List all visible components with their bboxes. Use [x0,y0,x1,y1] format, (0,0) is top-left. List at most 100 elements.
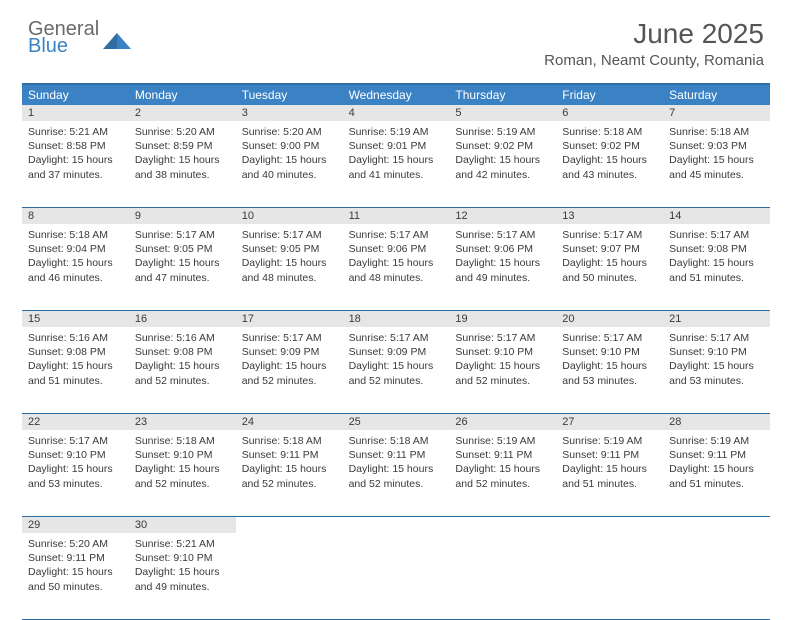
day-info: Sunrise: 5:16 AMSunset: 9:08 PMDaylight:… [135,331,230,388]
day-info: Sunrise: 5:17 AMSunset: 9:10 PMDaylight:… [455,331,550,388]
day-number [343,517,450,533]
day-number: 11 [343,208,450,224]
day-cell: Sunrise: 5:17 AMSunset: 9:06 PMDaylight:… [449,224,556,310]
day-info: Sunrise: 5:17 AMSunset: 9:10 PMDaylight:… [28,434,123,491]
day-info: Sunrise: 5:20 AMSunset: 9:11 PMDaylight:… [28,537,123,594]
day-info: Sunrise: 5:17 AMSunset: 9:08 PMDaylight:… [669,228,764,285]
day-cell: Sunrise: 5:16 AMSunset: 9:08 PMDaylight:… [129,327,236,413]
day-cell: Sunrise: 5:17 AMSunset: 9:09 PMDaylight:… [236,327,343,413]
day-cell: Sunrise: 5:17 AMSunset: 9:05 PMDaylight:… [236,224,343,310]
day-cell: Sunrise: 5:19 AMSunset: 9:11 PMDaylight:… [663,430,770,516]
day-cell: Sunrise: 5:17 AMSunset: 9:07 PMDaylight:… [556,224,663,310]
day-info: Sunrise: 5:19 AMSunset: 9:11 PMDaylight:… [455,434,550,491]
day-cell: Sunrise: 5:17 AMSunset: 9:10 PMDaylight:… [663,327,770,413]
week-row: Sunrise: 5:20 AMSunset: 9:11 PMDaylight:… [22,533,770,620]
day-number: 4 [343,105,450,121]
day-number: 3 [236,105,343,121]
day-number: 8 [22,208,129,224]
day-cell: Sunrise: 5:18 AMSunset: 9:04 PMDaylight:… [22,224,129,310]
day-number-row: 15161718192021 [22,311,770,327]
day-number: 24 [236,414,343,430]
day-header-saturday: Saturday [663,85,770,105]
day-info: Sunrise: 5:19 AMSunset: 9:02 PMDaylight:… [455,125,550,182]
day-cell [663,533,770,619]
calendar: SundayMondayTuesdayWednesdayThursdayFrid… [22,83,770,620]
day-header-friday: Friday [556,85,663,105]
day-cell: Sunrise: 5:19 AMSunset: 9:01 PMDaylight:… [343,121,450,207]
week-row: Sunrise: 5:16 AMSunset: 9:08 PMDaylight:… [22,327,770,414]
day-info: Sunrise: 5:19 AMSunset: 9:11 PMDaylight:… [562,434,657,491]
day-number: 19 [449,311,556,327]
day-number [236,517,343,533]
day-number: 27 [556,414,663,430]
day-cell: Sunrise: 5:17 AMSunset: 9:09 PMDaylight:… [343,327,450,413]
day-number: 23 [129,414,236,430]
day-info: Sunrise: 5:17 AMSunset: 9:05 PMDaylight:… [135,228,230,285]
day-number-row: 1234567 [22,105,770,121]
day-number: 30 [129,517,236,533]
day-cell [343,533,450,619]
day-info: Sunrise: 5:17 AMSunset: 9:06 PMDaylight:… [455,228,550,285]
day-info: Sunrise: 5:18 AMSunset: 9:11 PMDaylight:… [349,434,444,491]
day-number: 22 [22,414,129,430]
day-cell: Sunrise: 5:17 AMSunset: 9:10 PMDaylight:… [22,430,129,516]
day-info: Sunrise: 5:17 AMSunset: 9:10 PMDaylight:… [562,331,657,388]
day-cell: Sunrise: 5:19 AMSunset: 9:02 PMDaylight:… [449,121,556,207]
day-cell [449,533,556,619]
day-cell: Sunrise: 5:17 AMSunset: 9:10 PMDaylight:… [556,327,663,413]
week-row: Sunrise: 5:18 AMSunset: 9:04 PMDaylight:… [22,224,770,311]
day-header-wednesday: Wednesday [343,85,450,105]
day-number: 9 [129,208,236,224]
day-number: 17 [236,311,343,327]
day-info: Sunrise: 5:17 AMSunset: 9:07 PMDaylight:… [562,228,657,285]
day-number-row: 891011121314 [22,208,770,224]
day-number: 25 [343,414,450,430]
day-info: Sunrise: 5:19 AMSunset: 9:01 PMDaylight:… [349,125,444,182]
header: General Blue June 2025 Roman, Neamt Coun… [0,0,792,75]
day-cell: Sunrise: 5:19 AMSunset: 9:11 PMDaylight:… [556,430,663,516]
day-number: 13 [556,208,663,224]
day-info: Sunrise: 5:17 AMSunset: 9:09 PMDaylight:… [242,331,337,388]
day-info: Sunrise: 5:17 AMSunset: 9:10 PMDaylight:… [669,331,764,388]
day-number [556,517,663,533]
day-number: 26 [449,414,556,430]
day-header-row: SundayMondayTuesdayWednesdayThursdayFrid… [22,85,770,105]
day-cell [236,533,343,619]
day-cell: Sunrise: 5:17 AMSunset: 9:10 PMDaylight:… [449,327,556,413]
day-number-row: 2930 [22,517,770,533]
day-header-monday: Monday [129,85,236,105]
day-cell: Sunrise: 5:21 AMSunset: 9:10 PMDaylight:… [129,533,236,619]
day-header-thursday: Thursday [449,85,556,105]
day-number [449,517,556,533]
day-number: 6 [556,105,663,121]
day-cell: Sunrise: 5:20 AMSunset: 9:11 PMDaylight:… [22,533,129,619]
day-number-row: 22232425262728 [22,414,770,430]
day-number: 12 [449,208,556,224]
day-info: Sunrise: 5:17 AMSunset: 9:06 PMDaylight:… [349,228,444,285]
day-number: 20 [556,311,663,327]
day-info: Sunrise: 5:18 AMSunset: 9:02 PMDaylight:… [562,125,657,182]
day-cell: Sunrise: 5:18 AMSunset: 9:11 PMDaylight:… [343,430,450,516]
day-info: Sunrise: 5:21 AMSunset: 8:58 PMDaylight:… [28,125,123,182]
day-number: 10 [236,208,343,224]
day-cell: Sunrise: 5:18 AMSunset: 9:11 PMDaylight:… [236,430,343,516]
day-number: 14 [663,208,770,224]
title-block: June 2025 Roman, Neamt County, Romania [544,18,764,69]
day-cell: Sunrise: 5:21 AMSunset: 8:58 PMDaylight:… [22,121,129,207]
day-cell: Sunrise: 5:19 AMSunset: 9:11 PMDaylight:… [449,430,556,516]
day-info: Sunrise: 5:16 AMSunset: 9:08 PMDaylight:… [28,331,123,388]
day-info: Sunrise: 5:18 AMSunset: 9:11 PMDaylight:… [242,434,337,491]
day-cell: Sunrise: 5:18 AMSunset: 9:03 PMDaylight:… [663,121,770,207]
day-info: Sunrise: 5:21 AMSunset: 9:10 PMDaylight:… [135,537,230,594]
day-cell: Sunrise: 5:17 AMSunset: 9:05 PMDaylight:… [129,224,236,310]
day-number: 18 [343,311,450,327]
day-info: Sunrise: 5:17 AMSunset: 9:05 PMDaylight:… [242,228,337,285]
day-number: 1 [22,105,129,121]
day-header-tuesday: Tuesday [236,85,343,105]
day-number: 21 [663,311,770,327]
month-title: June 2025 [544,18,764,50]
day-cell: Sunrise: 5:17 AMSunset: 9:08 PMDaylight:… [663,224,770,310]
day-info: Sunrise: 5:18 AMSunset: 9:10 PMDaylight:… [135,434,230,491]
day-number: 29 [22,517,129,533]
location-text: Roman, Neamt County, Romania [544,52,764,69]
